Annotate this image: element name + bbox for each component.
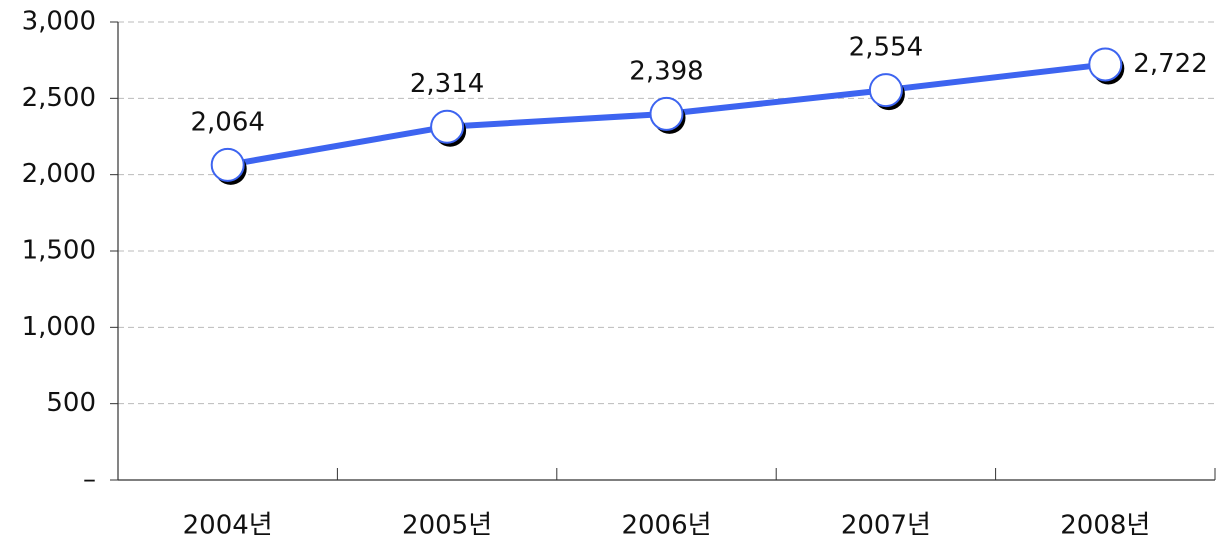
- y-tick-label: 2,500: [22, 83, 96, 113]
- data-label: 2,722: [1133, 49, 1207, 79]
- data-label: 2,314: [410, 69, 484, 99]
- marker: [649, 96, 684, 131]
- marker: [430, 109, 465, 144]
- marker: [868, 73, 903, 108]
- x-tick-label: 2004년: [183, 511, 273, 541]
- y-tick-label: 1,500: [22, 236, 96, 266]
- y-tick-label: –: [83, 465, 96, 495]
- x-tick-label: 2008년: [1060, 511, 1150, 541]
- data-label: 2,554: [849, 33, 923, 63]
- x-tick-label: 2006년: [621, 511, 711, 541]
- y-tick-label: 2,000: [22, 159, 96, 189]
- data-label: 2,398: [629, 56, 703, 86]
- data-label: 2,064: [190, 107, 264, 137]
- y-tick-label: 3,000: [22, 7, 96, 37]
- y-tick-label: 1,000: [22, 312, 96, 342]
- x-tick-label: 2007년: [841, 511, 931, 541]
- marker: [1088, 47, 1123, 82]
- x-tick-label: 2005년: [402, 511, 492, 541]
- y-tick-label: 500: [46, 388, 96, 418]
- marker: [210, 147, 245, 182]
